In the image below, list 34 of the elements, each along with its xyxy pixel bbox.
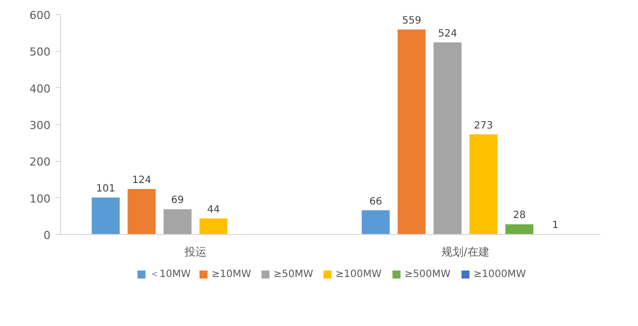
data-label: 44 — [207, 204, 220, 216]
legend-label: ≥1000MW — [474, 269, 526, 280]
y-tick-label: 500 — [30, 46, 51, 59]
data-label: 28 — [513, 210, 526, 222]
x-tick-label: 规划/在建 — [442, 246, 490, 258]
bar — [128, 189, 156, 234]
data-label: 101 — [96, 183, 116, 194]
legend-label: ≥50MW — [274, 269, 314, 280]
bar — [199, 218, 228, 234]
bar — [434, 42, 462, 234]
data-label: 69 — [171, 195, 184, 206]
bar — [92, 197, 120, 234]
y-tick-label: 100 — [30, 192, 51, 206]
legend-label: ≥500MW — [404, 269, 451, 280]
y-tick-label: 600 — [30, 9, 51, 22]
legend-label: ＜10MW — [150, 269, 191, 280]
bar — [505, 224, 534, 234]
bar — [398, 30, 426, 234]
data-label: 524 — [438, 28, 458, 40]
data-label: 559 — [402, 16, 422, 27]
data-label: 124 — [132, 175, 152, 186]
bar — [164, 209, 192, 234]
legend-label: ≥100MW — [336, 269, 382, 280]
data-label: 1 — [552, 220, 558, 232]
bar — [469, 134, 498, 234]
y-tick-label: 400 — [30, 82, 51, 96]
data-label: 273 — [474, 120, 494, 132]
y-tick-label: 200 — [30, 156, 51, 169]
bar — [362, 210, 390, 234]
legend-label: ≥10MW — [212, 269, 252, 280]
y-tick-label: 300 — [30, 119, 51, 132]
x-tick-label: 投运 — [184, 246, 206, 258]
y-tick-label: 0 — [44, 229, 50, 242]
data-label: 66 — [369, 196, 382, 208]
